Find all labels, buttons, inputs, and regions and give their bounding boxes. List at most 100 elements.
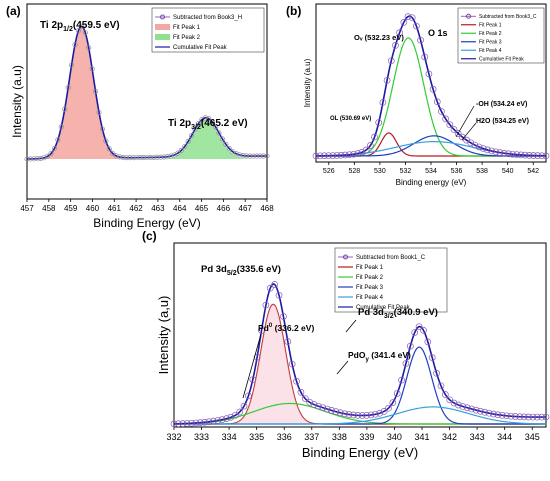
data-point — [38, 155, 44, 161]
legend-label: Cumulative Fit Peak — [173, 45, 228, 51]
data-point — [236, 408, 243, 416]
data-point — [183, 420, 191, 427]
data-point — [103, 138, 109, 144]
data-point — [332, 408, 340, 415]
x-tick-label: 338 — [332, 432, 347, 442]
y-axis-label: Intensity (a,u) — [156, 296, 171, 375]
data-point — [485, 409, 493, 417]
data-point — [213, 124, 219, 130]
cumulative-fit-line — [26, 25, 268, 160]
fit-peak-1-fill — [27, 27, 267, 160]
data-point — [310, 401, 318, 408]
data-point — [151, 154, 157, 160]
x-tick-label: 542 — [527, 168, 539, 175]
x-tick-label: 339 — [359, 432, 374, 442]
x-tick-label: 532 — [400, 168, 412, 175]
data-point — [202, 115, 208, 121]
data-point — [249, 376, 257, 384]
x-tick-label: 461 — [108, 204, 122, 213]
data-point — [446, 121, 454, 129]
plot-frame — [26, 3, 268, 200]
data-point — [371, 410, 379, 418]
peak-annotation-ti-2p12: Ti 2p1/2(459.5 eV) — [40, 20, 120, 33]
y-axis-label: Intensity (a.u) — [10, 65, 24, 138]
x-tick-label: 464 — [173, 204, 187, 213]
data-point — [266, 284, 274, 292]
panel-label-b: (b) — [286, 4, 301, 18]
cumulative-fit-line — [315, 15, 547, 157]
data-point — [345, 411, 353, 418]
h2o-annotation: H2O (534.25 eV) — [476, 118, 529, 125]
x-tick-label: 530 — [374, 168, 386, 175]
data-point — [288, 360, 296, 368]
h2o-pointer — [461, 122, 477, 141]
x-tick-label: 340 — [387, 432, 402, 442]
data-point — [96, 109, 102, 115]
data-point — [117, 154, 123, 160]
data-point — [58, 124, 64, 130]
x-tick-label: 345 — [525, 432, 540, 442]
data-point — [182, 143, 188, 150]
x-axis-label: Binding energy (eV) — [396, 178, 467, 187]
legend-label: Fit Peak 2 — [479, 31, 502, 37]
o1s-title: O 1s — [428, 28, 448, 38]
data-point — [455, 401, 462, 409]
data-point — [433, 369, 440, 377]
data-point — [258, 327, 265, 334]
data-point — [321, 152, 328, 160]
data-point — [306, 398, 314, 406]
legend-swatch — [155, 34, 170, 40]
legend-label: Fit Peak 4 — [479, 48, 502, 54]
x-tick-label: 342 — [442, 432, 457, 442]
legend-label: Fit Peak 1 — [479, 22, 502, 28]
data-point — [329, 152, 337, 159]
data-point — [240, 402, 248, 410]
data-point — [392, 41, 399, 49]
pdoy-annotation: PdOy (341.4 eV) — [348, 350, 411, 363]
chart-panel-c: 332 333 334 335 336 337 338 339 340 341 342 343 344 3… — [156, 242, 550, 460]
data-point — [424, 338, 432, 346]
data-point — [529, 413, 537, 421]
data-point — [438, 108, 445, 115]
x-tick-label: 335 — [249, 432, 264, 442]
data-point — [192, 419, 200, 427]
data-point — [144, 154, 150, 161]
x-tick-label: 336 — [277, 432, 292, 442]
data-point — [123, 155, 129, 161]
data-point — [459, 403, 467, 410]
pdoy-pointer — [336, 360, 349, 375]
data-point — [293, 377, 300, 385]
data-point — [45, 153, 51, 159]
data-point — [354, 150, 362, 157]
data-point — [512, 413, 519, 420]
legend-marker — [343, 254, 348, 260]
data-point — [534, 152, 541, 159]
data-point — [223, 141, 229, 147]
data-point — [254, 153, 260, 159]
data-point — [315, 402, 322, 410]
data-point — [337, 151, 345, 159]
data-point — [468, 405, 475, 413]
legend-label: Subtracted from Book3_C — [479, 14, 537, 20]
fit-peak-3-line — [316, 135, 546, 157]
data-point — [79, 23, 85, 29]
data-point — [51, 145, 57, 151]
data-point — [367, 142, 374, 149]
data-point — [421, 53, 429, 61]
data-point — [137, 155, 143, 161]
legend-label: Fit Peak 1 — [173, 25, 201, 31]
data-point — [201, 418, 208, 426]
data-point — [237, 152, 243, 158]
data-point — [34, 156, 40, 162]
data-point — [319, 404, 327, 412]
data-point — [165, 154, 171, 160]
data-point — [450, 399, 458, 407]
pd3d32-pointer — [345, 319, 357, 333]
x-tick-label: 526 — [323, 168, 335, 175]
data-point — [233, 151, 239, 157]
data-point — [55, 137, 61, 143]
x-tick-label: 334 — [222, 432, 237, 442]
data-point — [247, 153, 253, 159]
chart-panel-a: 457 458 459 460 461 462 463 464 465 466 467 468 Bind… — [10, 3, 274, 230]
legend-label: Fit Peak 2 — [356, 275, 384, 281]
